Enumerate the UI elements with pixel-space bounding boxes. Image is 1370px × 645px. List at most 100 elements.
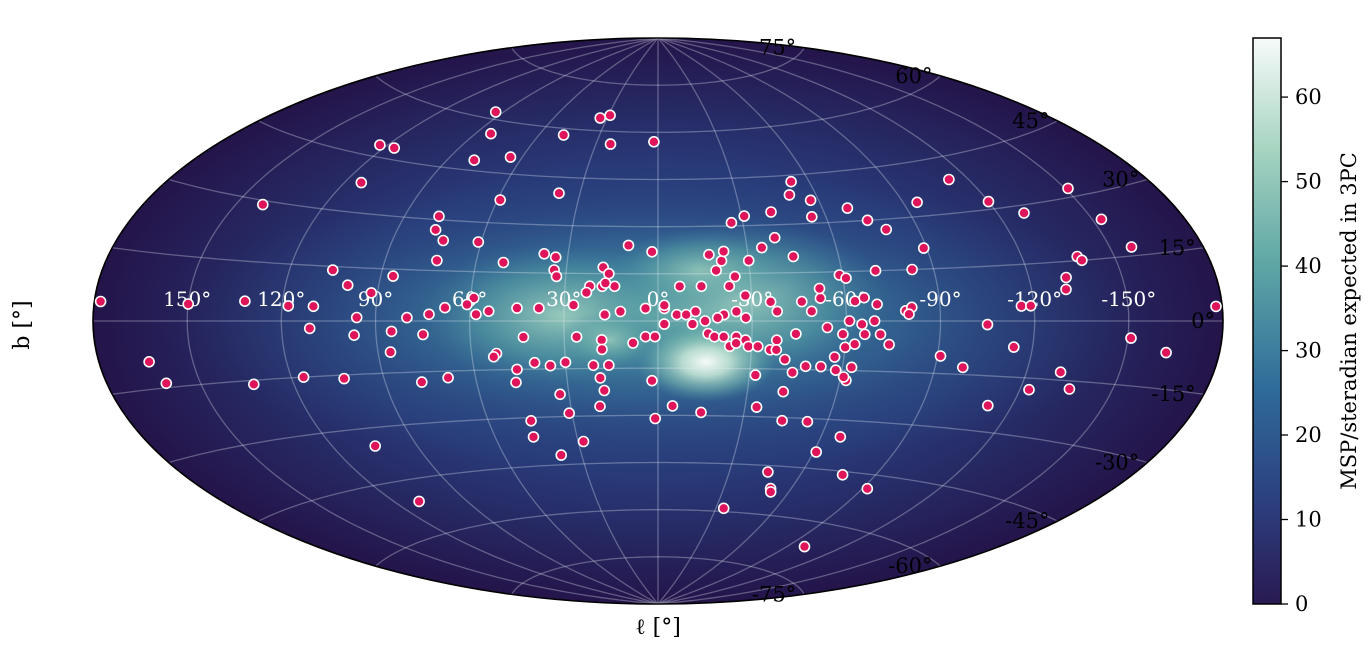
msp-point — [594, 400, 606, 413]
latitude-tick-label: 75° — [759, 36, 796, 60]
parallel-line — [258, 120, 1058, 181]
parallel-line — [511, 47, 805, 86]
msp-point — [795, 295, 808, 308]
msp-point — [528, 356, 541, 369]
msp-point — [385, 325, 398, 338]
msp-point — [730, 305, 743, 318]
msp-point — [880, 223, 893, 236]
msp-point — [487, 350, 500, 363]
msp-point — [861, 482, 874, 495]
msp-point — [297, 371, 310, 383]
msp-point — [673, 280, 686, 293]
meridian-line — [469, 38, 659, 604]
msp-point — [598, 384, 611, 397]
msp-point — [801, 415, 814, 428]
parallel-line — [112, 367, 1204, 395]
msp-point — [764, 295, 777, 308]
msp-point — [160, 377, 173, 390]
msp-point — [799, 360, 812, 373]
msp-point — [1054, 366, 1067, 379]
msp-point — [906, 263, 918, 276]
x-axis-label: ℓ [°] — [635, 615, 681, 640]
msp-point — [570, 331, 583, 343]
msp-point — [943, 173, 955, 186]
msp-point — [580, 286, 593, 299]
msp-point — [341, 279, 354, 292]
msp-point — [695, 280, 708, 293]
msp-point — [350, 311, 363, 324]
colorbar-tick-label: 0 — [1295, 592, 1308, 616]
meridian-line — [563, 38, 659, 604]
latitude-tick-label: -30° — [1095, 451, 1139, 475]
msp-point — [810, 446, 823, 458]
msp-point — [717, 245, 730, 258]
msp-point — [869, 264, 882, 277]
msp-point — [482, 305, 495, 318]
msp-point — [649, 412, 662, 425]
msp-point — [433, 210, 445, 223]
parallel-line — [375, 75, 941, 133]
msp-point — [814, 292, 827, 305]
msp-point — [858, 291, 870, 304]
msp-point — [798, 540, 811, 553]
msp-point — [1160, 346, 1172, 359]
msp-point — [303, 322, 316, 335]
msp-point — [431, 254, 443, 267]
msp-point — [770, 343, 783, 356]
msp-point — [699, 315, 711, 327]
msp-point — [648, 136, 660, 148]
msp-point — [468, 154, 481, 166]
msp-point — [1023, 383, 1035, 396]
msp-point — [1060, 271, 1072, 284]
msp-point — [485, 127, 497, 140]
colorbar-tick-label: 20 — [1295, 423, 1322, 447]
msp-point — [871, 298, 883, 311]
msp-point — [837, 328, 849, 341]
longitude-tick-label: 120° — [257, 287, 305, 311]
msp-point — [778, 353, 791, 366]
msp-point — [1125, 241, 1138, 253]
msp-point — [783, 189, 796, 201]
msp-point — [559, 356, 572, 369]
meridian-line — [657, 38, 1036, 604]
msp-point — [710, 264, 722, 277]
latitude-tick-label: 45° — [1012, 109, 1049, 133]
msp-point — [602, 359, 615, 372]
latitude-tick-label: -60° — [888, 554, 932, 578]
msp-point — [836, 468, 849, 481]
msp-point — [348, 329, 360, 342]
colorbar-tick-label: 60 — [1295, 85, 1322, 109]
msp-point — [549, 251, 562, 264]
msp-point — [646, 374, 658, 387]
msp-point — [829, 364, 842, 377]
msp-point — [740, 311, 752, 324]
latitude-tick-label: 30° — [1102, 168, 1139, 192]
colorbar-tick-label: 40 — [1295, 254, 1322, 278]
msp-point — [686, 318, 699, 330]
msp-point — [749, 369, 762, 381]
meridian-line — [186, 38, 659, 604]
msp-point — [1210, 300, 1222, 313]
latitude-tick-label: 15° — [1158, 236, 1195, 260]
colorbar-tick-label: 30 — [1295, 339, 1322, 363]
msp-point — [755, 241, 768, 254]
msp-point — [143, 355, 155, 368]
msp-point — [594, 112, 607, 124]
msp-point — [550, 270, 563, 283]
msp-point — [369, 440, 382, 452]
msp-point — [417, 328, 429, 341]
latitude-tick-label: -45° — [1005, 509, 1049, 533]
parallel-line — [375, 509, 941, 567]
msp-point — [461, 298, 473, 311]
msp-point — [622, 239, 635, 252]
latitude-tick-label: -75° — [752, 582, 796, 606]
msp-point — [554, 388, 566, 401]
msp-point — [981, 399, 994, 412]
msp-point — [594, 372, 607, 384]
msp-point — [695, 406, 707, 419]
msp-point — [771, 305, 784, 318]
msp-point — [839, 341, 851, 354]
msp-point — [770, 334, 783, 347]
